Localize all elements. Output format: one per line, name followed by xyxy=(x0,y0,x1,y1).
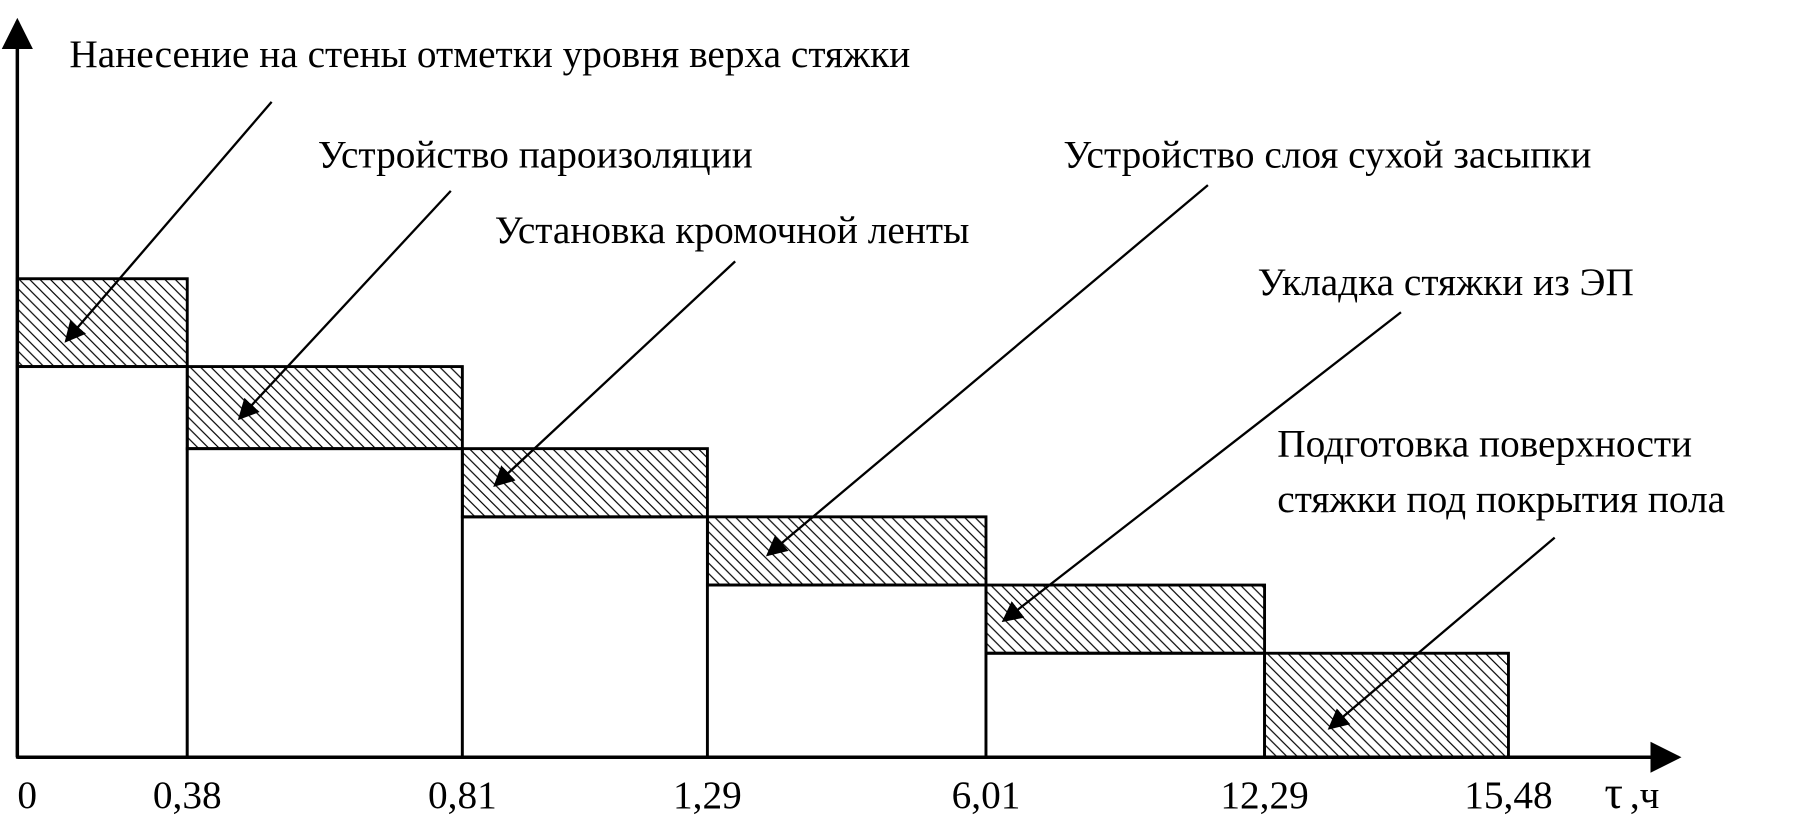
labels: 0 0,38 0,81 1,29 6,01 12,29 15,48 Нанесение на … xyxy=(17,32,1725,817)
x-tick-label: 0,38 xyxy=(153,773,222,817)
x-tick-label: 0 xyxy=(17,773,37,817)
step-hatch xyxy=(15,277,189,369)
activity-label: Подготовка поверхности xyxy=(1277,422,1692,466)
x-tick-label: 6,01 xyxy=(952,773,1021,817)
activity-label: стяжки под покрытия пола xyxy=(1277,477,1725,521)
axis-symbol: τ xyxy=(1604,767,1623,818)
activity-label: Нанесение на стены отметки уровня верха … xyxy=(69,32,910,76)
pointer-arrow xyxy=(493,260,736,488)
pointer-arrow xyxy=(64,101,273,343)
activity-label: Укладка стяжки из ЭП xyxy=(1258,260,1634,304)
pointer-arrow xyxy=(1001,311,1402,623)
x-tick-label: 15,48 xyxy=(1464,773,1552,817)
activity-label: Установка кромочной ленты xyxy=(495,208,970,252)
activity-label: Устройство пароизоляции xyxy=(318,133,753,177)
step-base xyxy=(984,651,1267,759)
x-tick-label: 12,29 xyxy=(1220,773,1308,817)
activity-label: Устройство слоя сухой засыпки xyxy=(1063,133,1591,177)
x-tick-label: 0,81 xyxy=(428,773,497,817)
step-hatch xyxy=(1263,651,1510,759)
step-hatch xyxy=(984,583,1267,655)
pointer-arrow xyxy=(237,190,452,421)
step-hatch xyxy=(705,515,988,587)
step-base xyxy=(15,365,189,759)
step-hatch xyxy=(185,365,464,451)
steps xyxy=(15,277,1510,759)
step-base xyxy=(460,515,709,759)
pointer-arrow xyxy=(1327,536,1556,730)
step-base xyxy=(705,583,988,759)
axis-unit: ,ч xyxy=(1630,773,1660,817)
step-base xyxy=(185,447,464,759)
x-tick-label: 1,29 xyxy=(673,773,742,817)
step-hatch xyxy=(460,447,709,519)
pointer-arrow xyxy=(765,184,1209,557)
